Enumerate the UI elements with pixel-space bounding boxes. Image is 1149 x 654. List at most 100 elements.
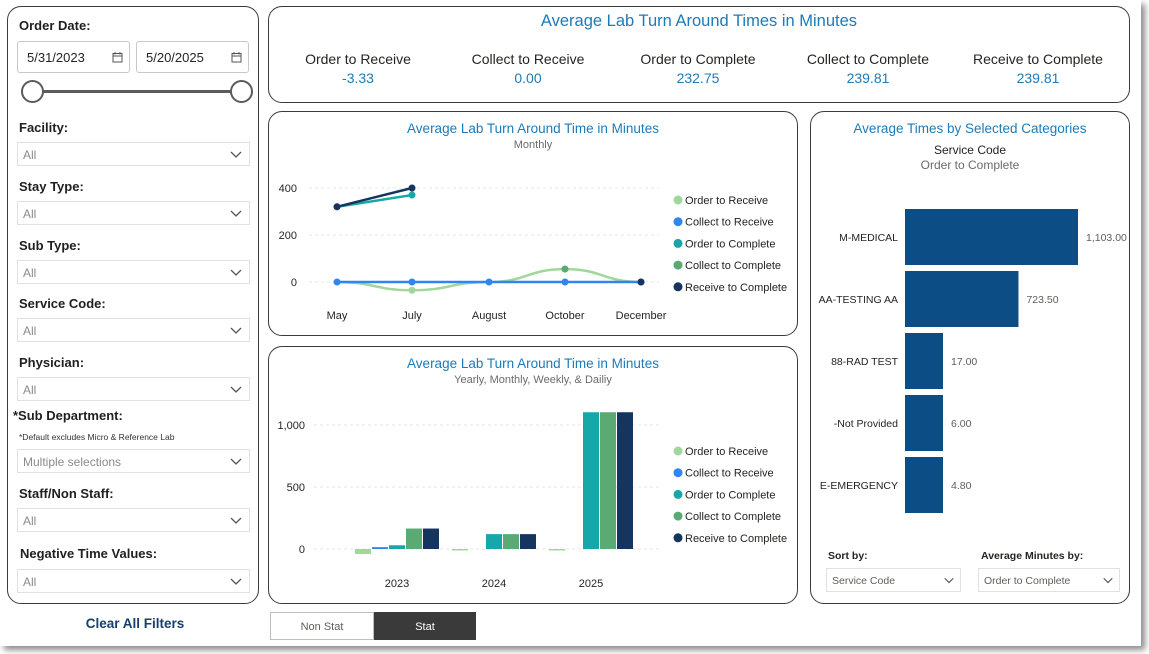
clear-all-filters-button[interactable]: Clear All Filters <box>85 616 185 631</box>
bar-collect-to-complete <box>600 412 616 549</box>
category-bar <box>905 333 943 389</box>
average-minutes-by-label: Average Minutes by: <box>981 550 1084 562</box>
y-tick-label: 200 <box>279 230 297 242</box>
x-tick-label: 2023 <box>385 578 409 590</box>
data-point <box>333 278 341 286</box>
legend-marker <box>673 468 683 478</box>
sort-by-label: Sort by: <box>828 550 868 562</box>
category-bar <box>905 209 1078 265</box>
end-date-value: 5/20/2025 <box>146 50 204 65</box>
facility-dropdown[interactable]: All <box>17 142 250 166</box>
y-tick-label: 1,000 <box>277 420 305 432</box>
x-tick-label: May <box>327 310 348 322</box>
monthly-line-chart[interactable]: 400 200 0 May July August October December Order… <box>269 112 799 337</box>
facility-value: All <box>23 148 37 162</box>
service-code-label: Service Code: <box>19 296 106 311</box>
chevron-down-icon <box>230 578 242 585</box>
data-point <box>408 191 416 199</box>
filter-panel: Order Date: 5/31/2023 5/20/2025 Facility… <box>7 6 259 604</box>
kpi-label: Order to Receive <box>305 51 411 67</box>
category-label: 88-RAD TEST <box>831 356 898 368</box>
physician-label: Physician: <box>19 355 85 370</box>
series-line-receive-to-complete <box>336 186 413 209</box>
kpi-value: 0.00 <box>514 70 542 86</box>
kpi-order-to-receive: Order to Receive -3.33 <box>273 51 443 86</box>
value-label: 1,103.00 <box>1086 232 1127 244</box>
category-bar-chart-card: Average Times by Selected Categories Ser… <box>810 111 1130 604</box>
calendar-icon[interactable] <box>112 52 123 63</box>
date-range-end-handle[interactable] <box>230 80 253 103</box>
chevron-down-icon <box>230 327 242 334</box>
date-range-start-handle[interactable] <box>21 80 44 103</box>
legend-marker <box>673 217 683 227</box>
kpi-value: -3.33 <box>342 70 374 86</box>
staff-value: All <box>23 514 37 528</box>
category-label: M-MEDICAL <box>839 232 898 244</box>
calendar-icon[interactable] <box>231 52 242 63</box>
bar-order-to-complete <box>583 412 599 549</box>
kpi-title: Average Lab Turn Around Times in Minutes <box>540 12 858 30</box>
data-point <box>485 278 493 286</box>
x-tick-label: October <box>545 310 584 322</box>
x-tick-label: December <box>616 310 667 322</box>
data-point <box>333 203 341 211</box>
staff-dropdown[interactable]: All <box>17 508 250 532</box>
non-stat-button[interactable]: Non Stat <box>270 612 374 640</box>
date-range-slider-track[interactable] <box>31 90 243 93</box>
data-point <box>561 278 569 286</box>
value-label: 17.00 <box>951 356 977 368</box>
legend-label: Order to Receive <box>685 446 768 458</box>
legend-label: Collect to Complete <box>685 511 781 523</box>
stay-type-value: All <box>23 207 37 221</box>
end-date-input[interactable]: 5/20/2025 <box>136 41 249 73</box>
data-point <box>637 278 645 286</box>
negative-time-dropdown[interactable]: All <box>17 569 250 593</box>
yearly-chart-title: Average Lab Turn Around Time in Minutes <box>407 356 659 371</box>
legend-marker <box>673 533 683 543</box>
sub-department-note: *Default excludes Micro & Reference Lab <box>19 432 175 442</box>
kpi-value: 239.81 <box>846 70 890 86</box>
sub-department-label: *Sub Department: <box>13 408 123 423</box>
kpi-label: Collect to Receive <box>471 51 585 67</box>
service-code-dropdown[interactable]: All <box>17 318 250 342</box>
kpi-receive-to-complete: Receive to Complete 239.81 <box>953 51 1123 86</box>
value-label: 4.80 <box>951 480 972 492</box>
bar-order-to-receive <box>549 549 565 551</box>
staff-label: Staff/Non Staff: <box>19 486 114 501</box>
bar-collect-to-complete <box>503 534 519 549</box>
legend-label: Order to Receive <box>685 195 768 207</box>
stat-button[interactable]: Stat <box>374 612 476 640</box>
chevron-down-icon <box>230 151 242 158</box>
kpi-card: Average Lab Turn Around Times in Minutes… <box>268 6 1130 103</box>
kpi-value: 232.75 <box>676 70 720 86</box>
kpi-label: Collect to Complete <box>806 51 930 67</box>
legend-marker <box>673 260 683 270</box>
data-point <box>408 278 416 286</box>
kpi-label: Receive to Complete <box>973 51 1103 67</box>
sort-by-dropdown[interactable]: Service Code <box>826 568 961 592</box>
physician-dropdown[interactable]: All <box>17 377 250 401</box>
average-minutes-by-dropdown[interactable]: Order to Complete <box>978 568 1120 592</box>
service-code-value: All <box>23 324 37 338</box>
x-tick-label: 2024 <box>482 578 506 590</box>
facility-label: Facility: <box>19 120 69 135</box>
legend-label: Receive to Complete <box>685 533 787 545</box>
legend-marker <box>673 489 683 499</box>
bar-collect-to-receive <box>372 547 388 549</box>
category-chart-measure: Order to Complete <box>920 158 1020 172</box>
sub-department-dropdown[interactable]: Multiple selections <box>17 449 250 473</box>
category-bar <box>905 457 943 513</box>
start-date-input[interactable]: 5/31/2023 <box>17 41 130 73</box>
stay-type-dropdown[interactable]: All <box>17 201 250 225</box>
sub-type-dropdown[interactable]: All <box>17 260 250 284</box>
y-tick-label: 400 <box>279 183 297 195</box>
bar-receive-to-complete <box>423 528 439 549</box>
category-chart-subtitle: Service Code <box>933 143 1007 157</box>
yearly-bar-chart[interactable]: 1,000 500 0 2023 2024 2025 Order to Receive Col… <box>269 347 799 605</box>
legend-label: Collect to Complete <box>685 260 781 272</box>
value-label: 723.50 <box>1026 294 1058 306</box>
category-bar-chart[interactable]: M-MEDICAL 1,103.00 AA-TESTING AA 723.50 88-R… <box>811 112 1131 542</box>
legend-label: Order to Complete <box>685 238 775 250</box>
bar-receive-to-complete <box>520 534 536 549</box>
x-tick-label: July <box>402 310 422 322</box>
